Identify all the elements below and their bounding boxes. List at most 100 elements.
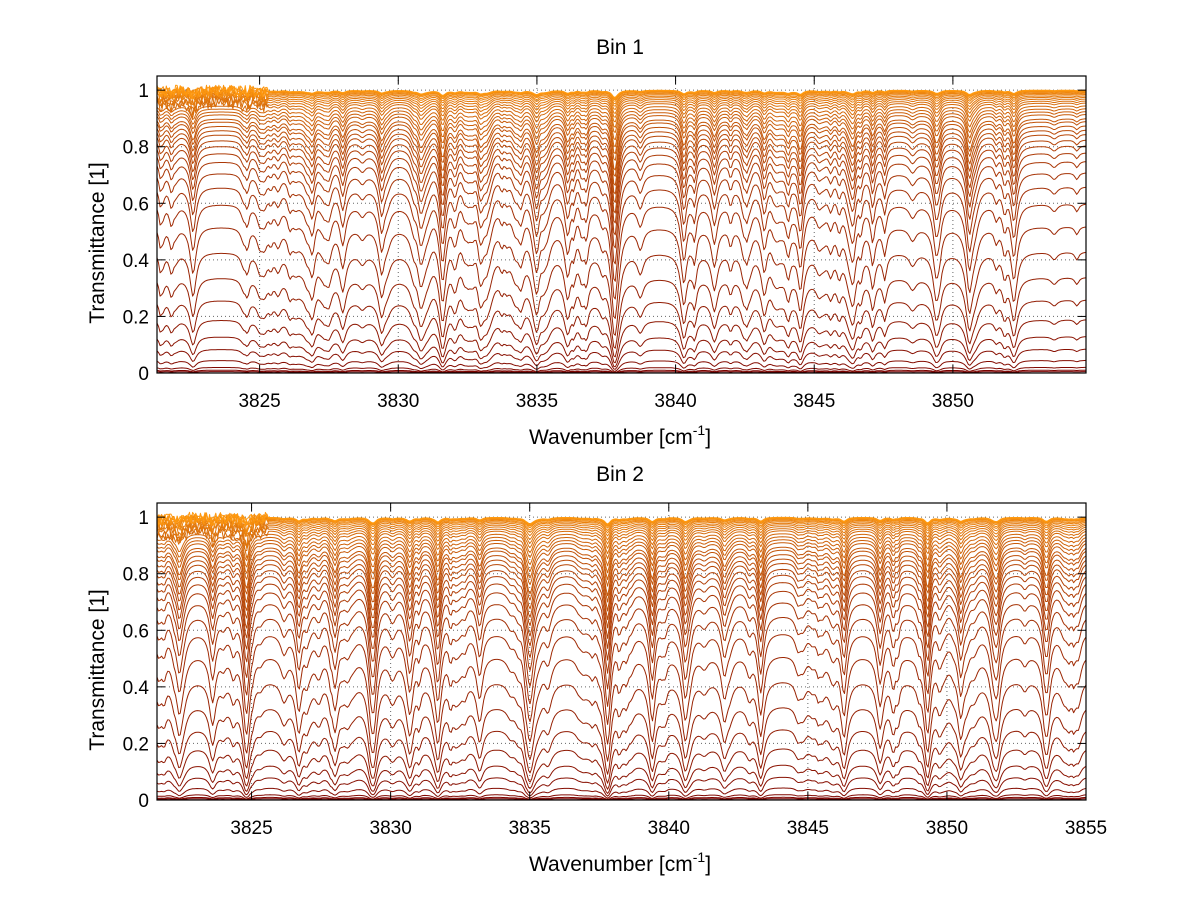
- series-line: [156, 521, 1087, 550]
- series-line: [156, 277, 1087, 349]
- x-tick-label: 3840: [654, 391, 696, 412]
- series-line: [156, 794, 1087, 800]
- series-line: [156, 359, 1087, 372]
- chart-title: Bin 2: [596, 463, 644, 486]
- x-tick-label: 3830: [370, 818, 412, 839]
- series-line: [156, 707, 1087, 775]
- series-line: [156, 634, 1087, 725]
- x-tick-label: 3845: [787, 818, 829, 839]
- series-line: [156, 97, 1086, 133]
- series-line: [156, 776, 1087, 797]
- series-line: [156, 602, 1087, 690]
- series-line: [156, 108, 1087, 148]
- x-tick-label: 3825: [238, 391, 280, 412]
- series-line: [156, 657, 1087, 745]
- x-axis-label: Wavenumber [cm-1]: [529, 849, 711, 876]
- series-group: [156, 511, 1087, 800]
- series-line: [156, 319, 1087, 364]
- x-tick-label: 3835: [509, 818, 551, 839]
- series-line: [156, 84, 1086, 98]
- x-tick-label: 3850: [932, 391, 974, 412]
- series-line: [156, 369, 1086, 373]
- y-tick-label: 1: [138, 508, 149, 529]
- ticks: 3825 3830 3835 3840 3845 3850 3855 0 0.2 0.4 0.6 0.…: [123, 503, 1107, 839]
- series-line: [156, 152, 1087, 236]
- series-line: [156, 145, 1087, 224]
- x-axis-label-close: ]: [705, 426, 711, 449]
- x-tick-label: 3840: [648, 818, 690, 839]
- y-tick-label: 0: [138, 791, 149, 812]
- y-axis-label: Transmittance [1]: [86, 589, 109, 750]
- series-line: [156, 558, 1087, 621]
- series-group: [156, 84, 1087, 373]
- x-axis-label-superscript: -1: [693, 849, 706, 865]
- series-line: [156, 729, 1087, 784]
- ticks: 3825 3830 3835 3840 3845 3850 0 0.2 0.4 0.6 0.8 1: [123, 76, 1086, 412]
- series-line: [156, 528, 1087, 560]
- series-line: [156, 86, 1086, 105]
- series-line: [156, 90, 1087, 114]
- series-line: [156, 764, 1087, 794]
- series-line: [156, 114, 1087, 161]
- x-tick-label: 3845: [793, 391, 835, 412]
- series-line: [156, 348, 1086, 370]
- x-tick-label: 3825: [230, 818, 272, 839]
- series-line: [156, 524, 1087, 554]
- series-line: [156, 563, 1087, 629]
- x-tick-label: 3855: [1065, 818, 1107, 839]
- series-line: [156, 86, 1086, 102]
- series-line: [156, 87, 1087, 107]
- x-axis-label-close: ]: [705, 853, 711, 876]
- x-axis-label: Wavenumber [cm-1]: [529, 422, 711, 449]
- series-line: [156, 299, 1087, 358]
- x-axis-label-superscript: -1: [693, 422, 706, 438]
- series-line: [156, 88, 1086, 110]
- series-line: [156, 105, 1086, 141]
- series-line: [156, 554, 1087, 612]
- series-line: [156, 92, 1086, 118]
- series-line: [156, 511, 1087, 527]
- x-axis-label-main: Wavenumber [cm: [529, 853, 693, 876]
- series-line: [156, 617, 1087, 707]
- x-tick-label: 3830: [377, 391, 419, 412]
- y-axis-label: Transmittance [1]: [86, 162, 109, 323]
- series-line: [156, 590, 1087, 674]
- y-tick-label: 0.4: [123, 678, 150, 699]
- series-line: [156, 748, 1087, 790]
- series-line: [156, 226, 1087, 319]
- series-line: [156, 129, 1087, 195]
- series-line: [156, 536, 1087, 574]
- series-line: [156, 161, 1087, 249]
- series-line: [156, 582, 1087, 661]
- series-line: [156, 574, 1087, 649]
- series-line: [156, 251, 1087, 336]
- series-line: [156, 542, 1087, 587]
- x-tick-label: 3835: [516, 391, 558, 412]
- series-line: [156, 787, 1087, 799]
- y-tick-label: 0.2: [123, 734, 149, 755]
- y-tick-label: 0.8: [123, 138, 149, 159]
- series-line: [156, 139, 1087, 214]
- series-line: [156, 172, 1087, 265]
- series-line: [156, 93, 1086, 123]
- series-line: [156, 125, 1087, 186]
- y-tick-label: 0.4: [123, 251, 150, 272]
- series-line: [156, 518, 1087, 541]
- series-line: [156, 186, 1087, 282]
- y-tick-label: 0.8: [123, 565, 149, 586]
- series-line: [156, 134, 1087, 203]
- series-line: [156, 539, 1087, 581]
- plot-frame: [156, 75, 1087, 374]
- y-tick-label: 1: [138, 81, 149, 102]
- chart-title: Bin 1: [596, 36, 644, 59]
- y-tick-label: 0.2: [123, 307, 149, 328]
- chart-panel-bin-2: Bin 2 3825 3830 3835 3840 3845 3850 3855 0 0.2 0.…: [86, 463, 1107, 876]
- series-line: [156, 514, 1087, 534]
- series-line: [156, 121, 1087, 177]
- series-line: [156, 533, 1087, 567]
- series-line: [156, 118, 1087, 171]
- series-line: [156, 203, 1087, 300]
- y-tick-label: 0.6: [123, 621, 149, 642]
- series-line: [156, 568, 1087, 639]
